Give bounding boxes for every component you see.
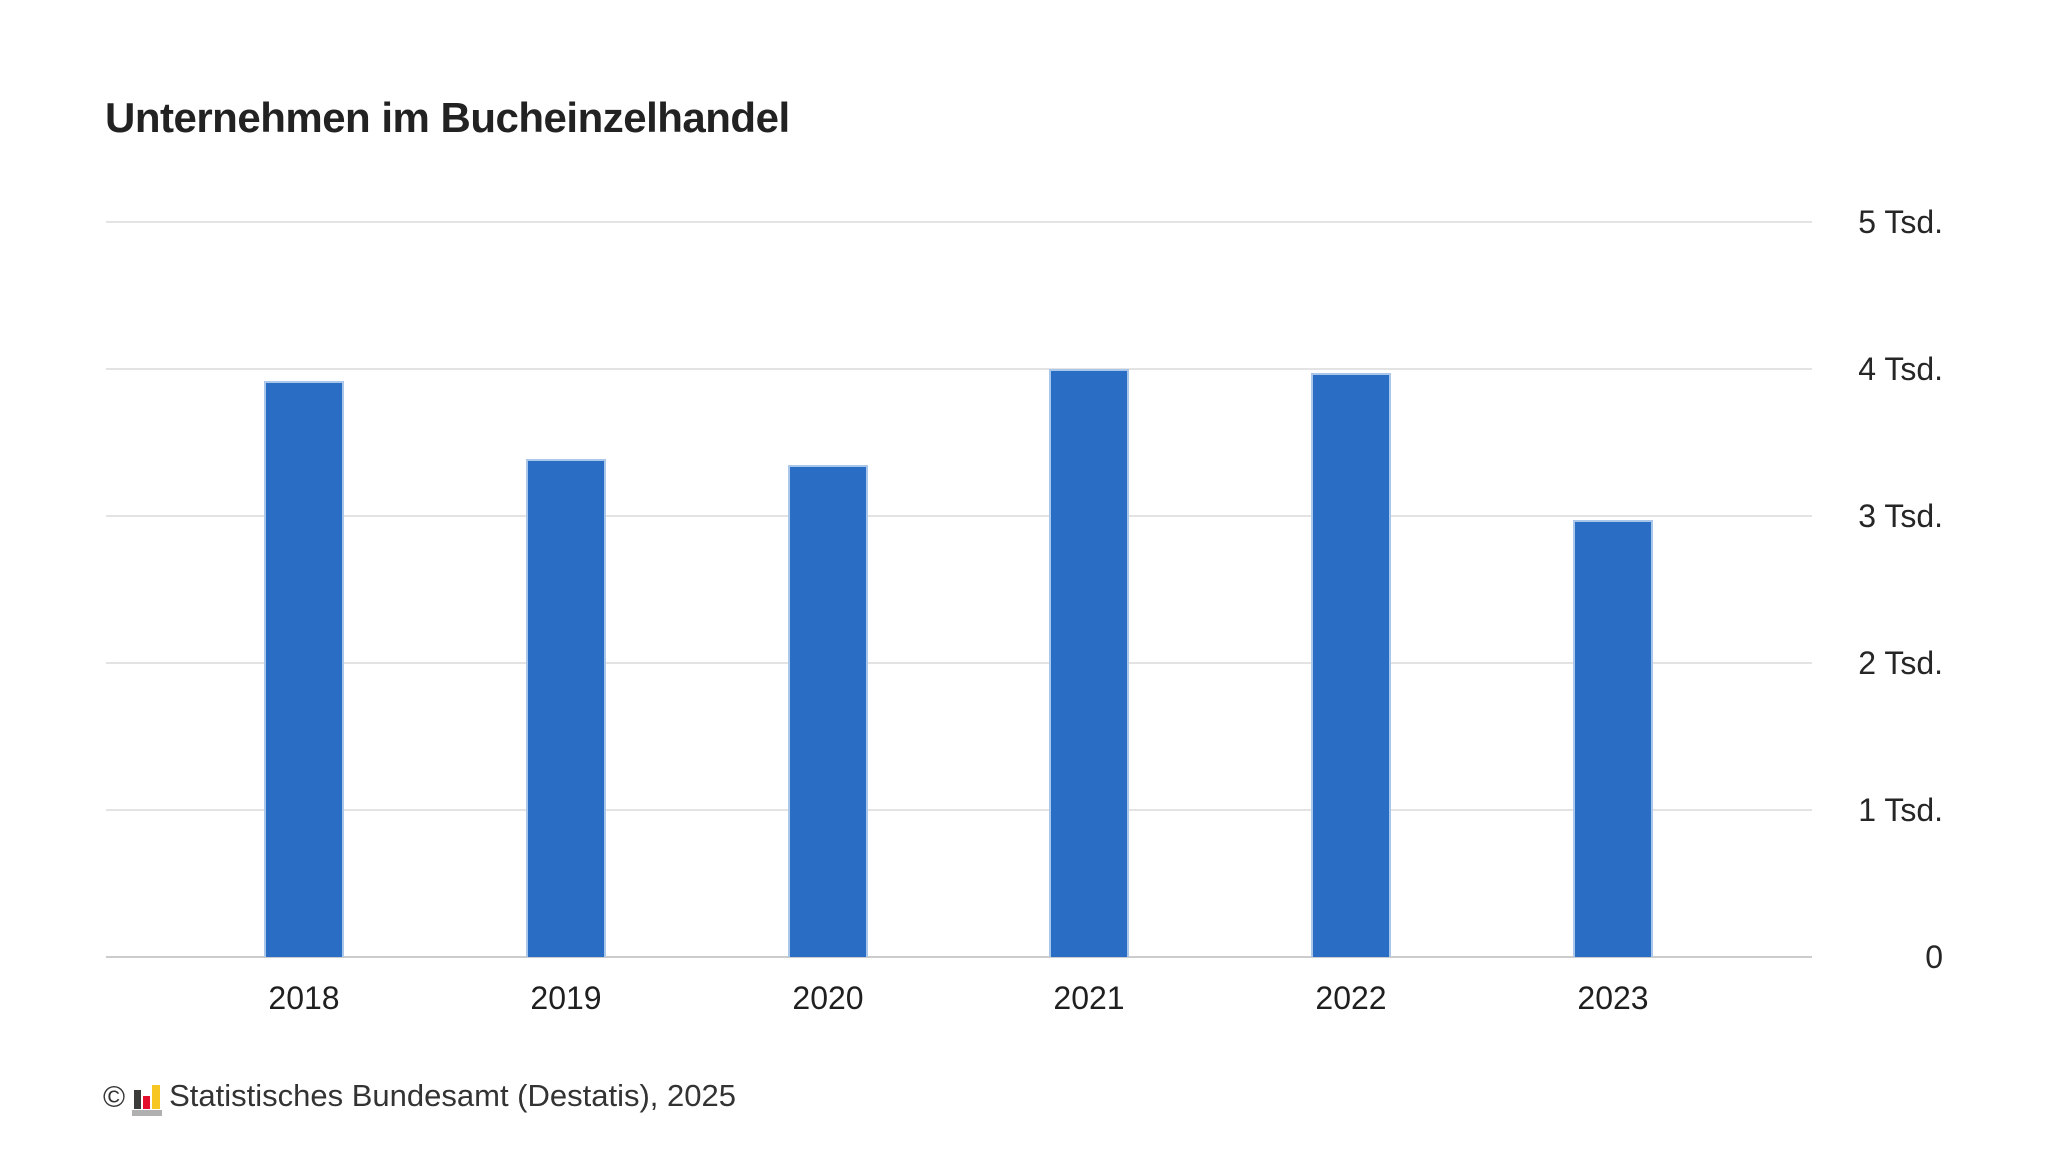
x-axis-label: 2022 (1315, 980, 1387, 1016)
gridline (106, 662, 1812, 664)
bar-2023[interactable] (1573, 520, 1653, 957)
bar-2020[interactable] (788, 465, 868, 957)
x-axis-label: 2019 (530, 980, 602, 1016)
plot-area (106, 221, 1812, 958)
destatis-logo-icon (132, 1085, 163, 1116)
y-axis-label: 5 Tsd. (1858, 204, 1943, 240)
bar-2021[interactable] (1049, 369, 1129, 957)
x-axis-label: 2018 (268, 980, 340, 1016)
y-axis-label: 2 Tsd. (1858, 645, 1943, 681)
chart-title: Unternehmen im Bucheinzelhandel (105, 94, 790, 141)
gridline (106, 515, 1812, 517)
bar-2019[interactable] (526, 459, 606, 957)
gridline (106, 809, 1812, 811)
x-axis-label: 2021 (1053, 980, 1125, 1016)
bar-2022[interactable] (1311, 373, 1391, 957)
y-axis-label: 1 Tsd. (1858, 792, 1943, 828)
gridline (106, 221, 1812, 223)
source-footer: © Statistisches Bundesamt (Destatis), 20… (103, 1074, 736, 1116)
gridline (106, 368, 1812, 370)
y-axis-label: 3 Tsd. (1858, 498, 1943, 534)
copyright-icon: © (103, 1081, 126, 1114)
x-axis-label: 2020 (792, 980, 864, 1016)
y-axis-label: 4 Tsd. (1858, 351, 1943, 387)
x-axis-label: 2023 (1577, 980, 1649, 1016)
y-axis-label: 0 (1925, 939, 1943, 975)
x-axis-line (106, 956, 1812, 958)
source-label: Statistisches Bundesamt (Destatis), 2025 (169, 1078, 736, 1113)
bar-2018[interactable] (264, 381, 344, 957)
